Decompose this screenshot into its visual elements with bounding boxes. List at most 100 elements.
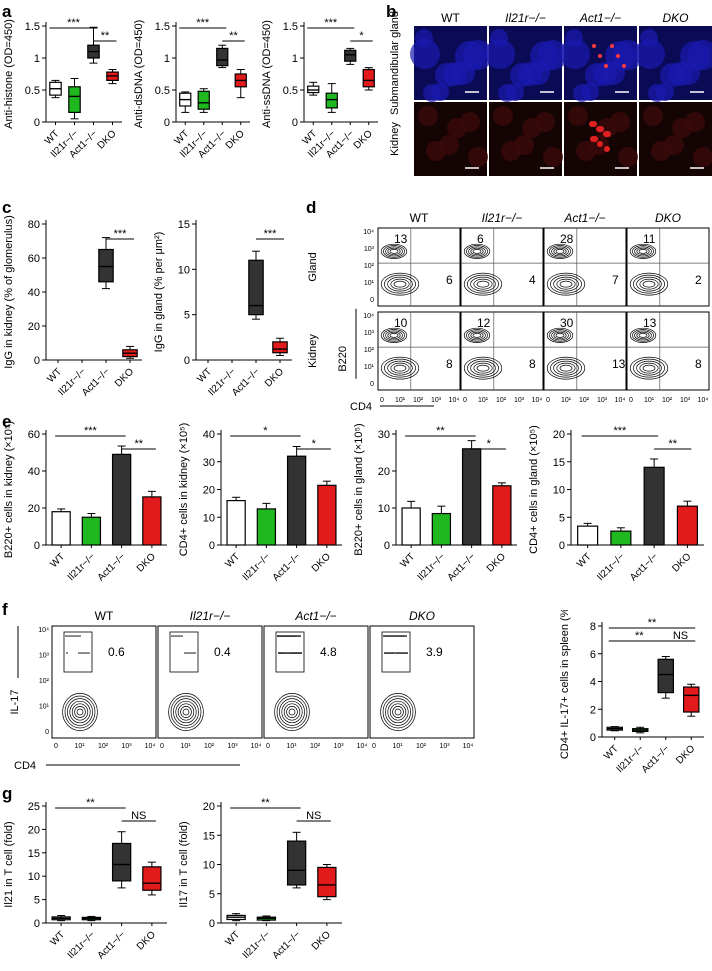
bar (256, 508, 277, 546)
chart-il21-tcell: 0 5 10 15 20 25 Il21 in T cell (fold) WT Il21r−/… (0, 790, 175, 971)
significance-label: *** (196, 17, 210, 29)
x-tick-label: DKO (310, 551, 333, 574)
flow-column-label: DKO (655, 211, 681, 225)
flow-column-label: Act1−/− (294, 610, 336, 623)
y-tick-label: 15 (28, 848, 40, 860)
significance-label: ** (261, 797, 270, 809)
significance-label: ** (101, 30, 110, 42)
flow-x-axis-label: CD4 (350, 401, 372, 413)
y-tick-label: 0.5 (283, 85, 298, 97)
box (68, 86, 81, 114)
significance-label: *** (114, 228, 128, 240)
box (248, 259, 264, 316)
micrograph-row-label: Submandibular gland (389, 11, 401, 115)
box (197, 90, 210, 110)
x-tick-label: WT (48, 551, 67, 570)
significance-label: *** (613, 425, 627, 437)
flow-percent-lower: 4 (529, 273, 536, 287)
micrograph-tile (485, 26, 568, 102)
box (682, 686, 700, 713)
flow-dot-plot: 3.9 (369, 625, 475, 739)
y-tick-label: 0 (34, 540, 40, 552)
y-tick-label: 30 (203, 457, 215, 469)
x-tick-label: Act1−/− (628, 551, 660, 583)
significance-label: ** (229, 30, 238, 42)
y-tick-label: 0 (34, 355, 40, 367)
y-tick-label: 0 (590, 732, 596, 744)
y-tick-label: 0 (34, 918, 40, 930)
micrograph-tile (564, 102, 638, 176)
x-tick-label: DKO (310, 929, 333, 952)
flow-y-tick-label: 10³ (364, 330, 375, 337)
y-axis-label: Anti-dsDNA (OD=450) (133, 20, 145, 129)
flow-x-tick-label: 10⁴ (251, 743, 262, 750)
y-tick-label: 0 (384, 540, 390, 552)
bar (142, 496, 162, 546)
flow-x-tick-label: 10² (662, 397, 673, 404)
y-tick-label: 40 (203, 429, 215, 441)
y-tick-label: 20 (553, 429, 565, 441)
chart-anti-ssdna: 0 0.5 1 1.5 Anti-ssDNA (OD=450) WT Il21r−/− Act… (258, 10, 386, 170)
y-tick-label: 6 (590, 649, 596, 661)
flow-percent: 0.6 (108, 645, 125, 659)
flow-x-tick-label: 0 (54, 743, 58, 750)
chart-il17-tcell: 0 5 10 15 20 Il17 in T cell (fold) WT Il21r−/− A… (175, 790, 350, 971)
x-tick-label: DKO (135, 551, 158, 574)
y-axis-label: IgG in gland (% per μm²) (153, 232, 165, 353)
y-tick-label: 80 (28, 219, 40, 231)
flow-plot: 13 6 (377, 227, 461, 307)
flow-y-tick-label: 0 (370, 297, 374, 304)
y-tick-label: 0 (34, 117, 40, 129)
micrograph-column-label: DKO (662, 11, 688, 25)
x-tick-label: DKO (352, 128, 375, 151)
bar (286, 455, 307, 546)
flow-x-tick-label: 10⁴ (357, 743, 368, 750)
flow-percent-lower: 8 (695, 357, 702, 371)
flow-plot: 13 8 (626, 311, 710, 391)
flow-percent-upper: 13 (643, 316, 657, 330)
x-tick-label: Il21r−/− (66, 929, 98, 961)
y-tick-label: 5 (34, 895, 40, 907)
flow-percent-upper: 13 (394, 232, 408, 246)
y-tick-label: 5 (209, 889, 215, 901)
chart-igg-gland: 0 5 10 15 IgG in gland (% per μm²) WT Il21r−/−… (150, 208, 300, 408)
y-tick-label: 8 (590, 621, 596, 633)
flow-column-label: Il21r−/− (482, 211, 523, 225)
flow-plot: 30 13 (543, 311, 627, 391)
flow-x-tick-label: 10³ (597, 397, 608, 404)
panel-label-d: d (306, 198, 317, 217)
x-tick-label: WT (602, 743, 621, 762)
flow-x-tick-label: 10³ (514, 397, 525, 404)
flow-column-label: WT (410, 211, 429, 225)
box (325, 92, 338, 109)
x-tick-label: DKO (674, 743, 697, 766)
x-tick-label: WT (48, 929, 67, 948)
y-tick-label: 1 (34, 53, 40, 65)
flow-dot-plot: 4.8 (263, 625, 369, 739)
flow-x-tick-label: 10³ (121, 743, 132, 750)
y-tick-label: 20 (28, 824, 40, 836)
x-tick-label: Act1−/− (640, 743, 672, 775)
flow-x-tick-label: 10³ (227, 743, 238, 750)
box (344, 49, 357, 62)
flow-x-tick-label: 10² (98, 743, 109, 750)
flow-plot: 64 (460, 227, 544, 307)
y-tick-label: 30 (378, 429, 390, 441)
y-tick-label: 0.5 (25, 85, 40, 97)
flow-percent-upper: 10 (394, 316, 408, 330)
x-tick-label: Il21r−/− (66, 551, 98, 583)
flow-x-tick-label: 0 (372, 743, 376, 750)
bar (401, 507, 421, 546)
y-tick-label: 10 (203, 512, 215, 524)
x-tick-label: WT (45, 366, 64, 385)
y-axis-label: CD4+ IL-17+ cells in spleen (%) (559, 610, 571, 759)
significance-label: * (263, 425, 268, 437)
flow-x-tick-label: 10³ (431, 397, 442, 404)
y-tick-label: 5 (559, 512, 565, 524)
flow-percent-upper: 12 (477, 316, 491, 330)
flow-y-tick-label: 10⁴ (363, 313, 374, 320)
significance-label: * (487, 438, 492, 450)
chart-igg-kidney: 0 20 40 60 80 IgG in kidney (% of glomerulus)… (0, 208, 150, 408)
x-tick-label: Act1−/− (96, 929, 128, 961)
flow-plot: 10 8 (377, 311, 461, 391)
